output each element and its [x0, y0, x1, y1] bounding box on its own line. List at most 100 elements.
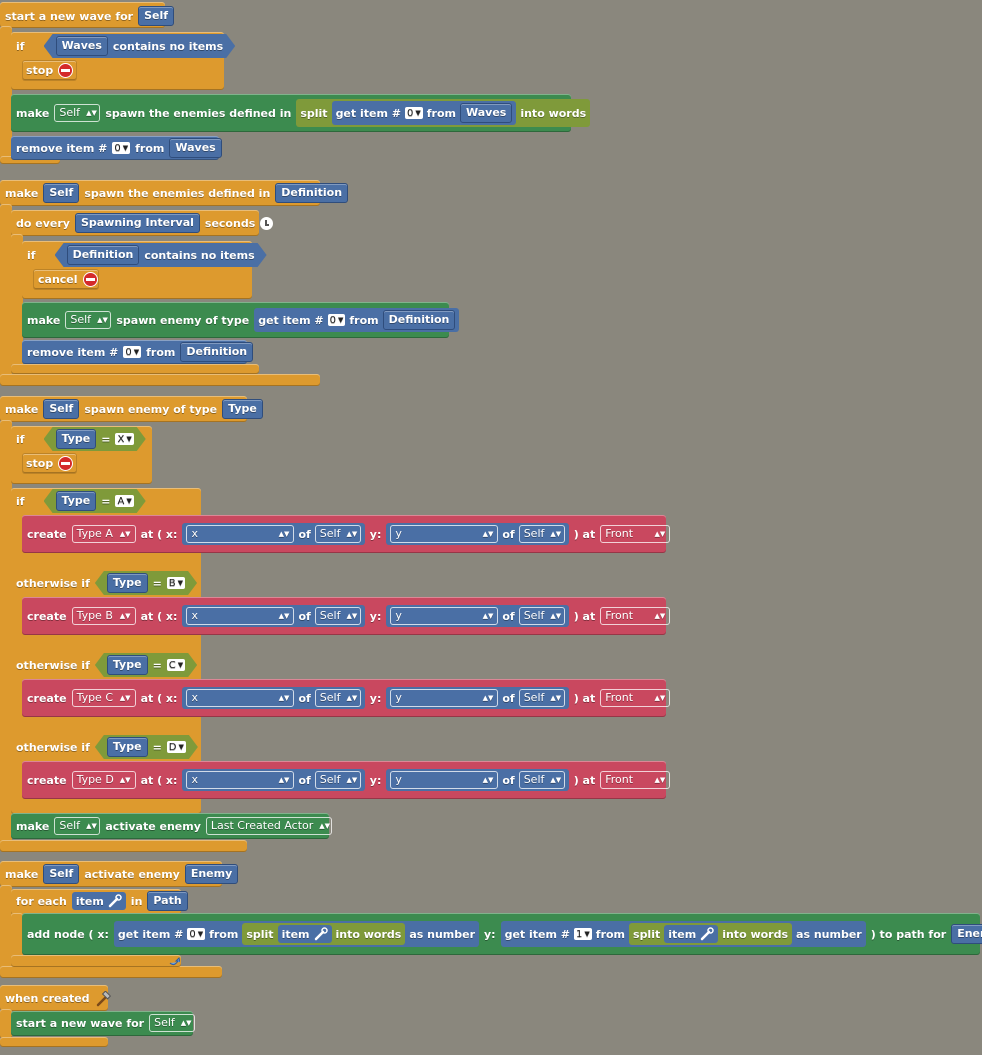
get-item-reporter[interactable]: get item # 0 ▼ from Definition [254, 308, 460, 332]
letter-dropdown[interactable]: A ▼ [117, 495, 132, 507]
of-reporter[interactable]: x ▲▼ of Self ▲▼ [182, 605, 365, 627]
letter-dropdown[interactable]: X ▼ [117, 433, 132, 445]
self-dropdown[interactable]: Self ▲▼ [518, 525, 565, 543]
index-dropdown[interactable]: 0 ▼ [123, 346, 142, 358]
definition-variable[interactable]: Definition [275, 183, 349, 203]
actor-type-dropdown[interactable]: Type A ▲▼ [71, 525, 136, 543]
start-wave-label: start a new wave for [5, 9, 134, 23]
definition-variable[interactable]: Definition [67, 245, 140, 265]
equals-condition[interactable]: Type = C ▼ [95, 653, 197, 677]
actor-type-dropdown[interactable]: Type D ▲▼ [71, 771, 136, 789]
self-dropdown[interactable]: Self ▲▼ [54, 817, 101, 835]
equals-condition[interactable]: Type = D ▼ [95, 735, 198, 759]
split-reporter[interactable]: split get item # 0 ▼ from Waves into word… [296, 99, 591, 127]
x-attribute-dropdown[interactable]: x ▲▼ [186, 771, 295, 789]
item-variable[interactable]: item [664, 925, 719, 943]
x-attribute-dropdown[interactable]: x ▲▼ [186, 607, 295, 625]
index-dropdown[interactable]: 0 ▼ [112, 142, 131, 154]
get-item-reporter[interactable]: get item # 0 ▼ from Waves [331, 101, 517, 125]
enemy-variable[interactable]: Enemy [184, 864, 239, 884]
self-variable[interactable]: Self [43, 399, 80, 419]
self-dropdown[interactable]: Self ▲▼ [314, 771, 361, 789]
wrench-icon [108, 894, 122, 908]
waves-variable[interactable]: Waves [56, 36, 108, 56]
of-reporter[interactable]: y ▲▼ of Self ▲▼ [386, 769, 569, 791]
of-reporter[interactable]: y ▲▼ of Self ▲▼ [386, 605, 569, 627]
of-reporter[interactable]: x ▲▼ of Self ▲▼ [182, 769, 365, 791]
self-dropdown[interactable]: Self ▲▼ [314, 689, 361, 707]
cancel-block[interactable] [33, 269, 99, 290]
waves-variable[interactable]: Waves [169, 138, 222, 158]
letter-dropdown[interactable]: C ▼ [168, 659, 184, 671]
stop-icon [82, 272, 98, 287]
as-number-reporter[interactable]: get item # 1 ▼ from split item into words… [500, 921, 866, 947]
item-variable[interactable]: item [277, 925, 332, 943]
self-dropdown[interactable]: Self ▲▼ [149, 1014, 196, 1032]
self-dropdown[interactable]: Self ▲▼ [54, 104, 101, 122]
self-variable[interactable]: Self [43, 183, 80, 203]
index-dropdown[interactable]: 0 ▼ [187, 928, 206, 940]
enemy-variable[interactable]: Enemy [951, 924, 982, 944]
actor-type-dropdown[interactable]: Type C ▲▼ [71, 689, 136, 707]
equals-condition[interactable]: Type = B ▼ [95, 571, 197, 595]
self-dropdown[interactable]: Self ▲▼ [518, 689, 565, 707]
waves-variable[interactable]: Waves [459, 103, 513, 123]
y-attribute-dropdown[interactable]: y ▲▼ [390, 607, 499, 625]
type-variable[interactable]: Type [107, 737, 148, 757]
self-dropdown[interactable]: Self ▲▼ [314, 525, 361, 543]
equals-condition[interactable]: Type = X ▼ [44, 427, 146, 451]
letter-dropdown[interactable]: B ▼ [168, 577, 184, 589]
y-attribute-dropdown[interactable]: y ▲▼ [390, 771, 499, 789]
item-upvar[interactable]: item [71, 892, 126, 910]
when-created-hat[interactable] [0, 985, 108, 1011]
create-row: create Type C ▲▼ at ( x: x ▲▼ of Self ▲▼ y:… [27, 687, 671, 709]
as-number-reporter[interactable]: get item # 0 ▼ from split item into words… [113, 921, 480, 947]
y-attribute-dropdown[interactable]: y ▲▼ [390, 689, 499, 707]
x-attribute-dropdown[interactable]: x ▲▼ [186, 689, 295, 707]
index-dropdown[interactable]: 1 ▼ [574, 928, 592, 940]
layer-dropdown[interactable]: Front ▲▼ [600, 771, 671, 789]
letter-dropdown[interactable]: D ▼ [168, 741, 184, 753]
contains-no-items-condition[interactable]: Waves contains no items [44, 34, 236, 58]
index-dropdown[interactable]: 0 ▼ [404, 107, 423, 119]
layer-dropdown[interactable]: Front ▲▼ [600, 607, 671, 625]
index-dropdown[interactable]: 0 ▼ [327, 314, 346, 326]
definition-variable[interactable]: Definition [180, 342, 254, 362]
type-variable[interactable]: Type [56, 491, 97, 511]
layer-dropdown[interactable]: Front ▲▼ [600, 689, 671, 707]
of-reporter[interactable]: y ▲▼ of Self ▲▼ [386, 523, 569, 545]
stop-row: stop [26, 453, 74, 474]
of-reporter[interactable]: y ▲▼ of Self ▲▼ [386, 687, 569, 709]
self-variable[interactable]: Self [43, 864, 80, 884]
type-variable[interactable]: Type [107, 573, 148, 593]
split-reporter[interactable]: split item into words [629, 923, 793, 945]
split-reporter[interactable]: split item into words [242, 923, 406, 945]
of-reporter[interactable]: x ▲▼ of Self ▲▼ [182, 687, 365, 709]
spawning-interval-variable[interactable]: Spawning Interval [74, 213, 200, 233]
self-dropdown[interactable]: Self ▲▼ [65, 311, 112, 329]
path-variable[interactable]: Path [147, 891, 188, 911]
self-dropdown[interactable]: Self ▲▼ [314, 607, 361, 625]
type-variable[interactable]: Type [107, 655, 148, 675]
contains-no-items-condition[interactable]: Definition contains no items [55, 243, 267, 267]
self-variable[interactable]: Self [138, 6, 175, 26]
of-reporter[interactable]: x ▲▼ of Self ▲▼ [182, 523, 365, 545]
y-attribute-dropdown[interactable]: y ▲▼ [390, 525, 499, 543]
definition-variable[interactable]: Definition [382, 310, 456, 330]
spawn-defined-label: spawn the enemies defined in [105, 106, 292, 120]
self-dropdown[interactable]: Self ▲▼ [518, 771, 565, 789]
x-attribute-dropdown[interactable]: x ▲▼ [186, 525, 295, 543]
actor-dropdown[interactable]: Last Created Actor ▲▼ [205, 817, 332, 835]
do-every-footer [11, 364, 259, 374]
loop-arrow-icon [168, 955, 181, 967]
custom-block-start-new-wave[interactable] [0, 2, 165, 28]
if-label: if [16, 39, 25, 53]
type-variable[interactable]: Type [56, 429, 97, 449]
spawn-defined-header: make Self spawn the enemies defined in D… [5, 182, 349, 204]
equals-condition[interactable]: Type = A ▼ [44, 489, 146, 513]
custom-block-spawn-enemy-of-type[interactable] [0, 396, 247, 422]
actor-type-dropdown[interactable]: Type B ▲▼ [71, 607, 136, 625]
layer-dropdown[interactable]: Front ▲▼ [600, 525, 671, 543]
self-dropdown[interactable]: Self ▲▼ [518, 607, 565, 625]
type-variable[interactable]: Type [222, 399, 263, 419]
